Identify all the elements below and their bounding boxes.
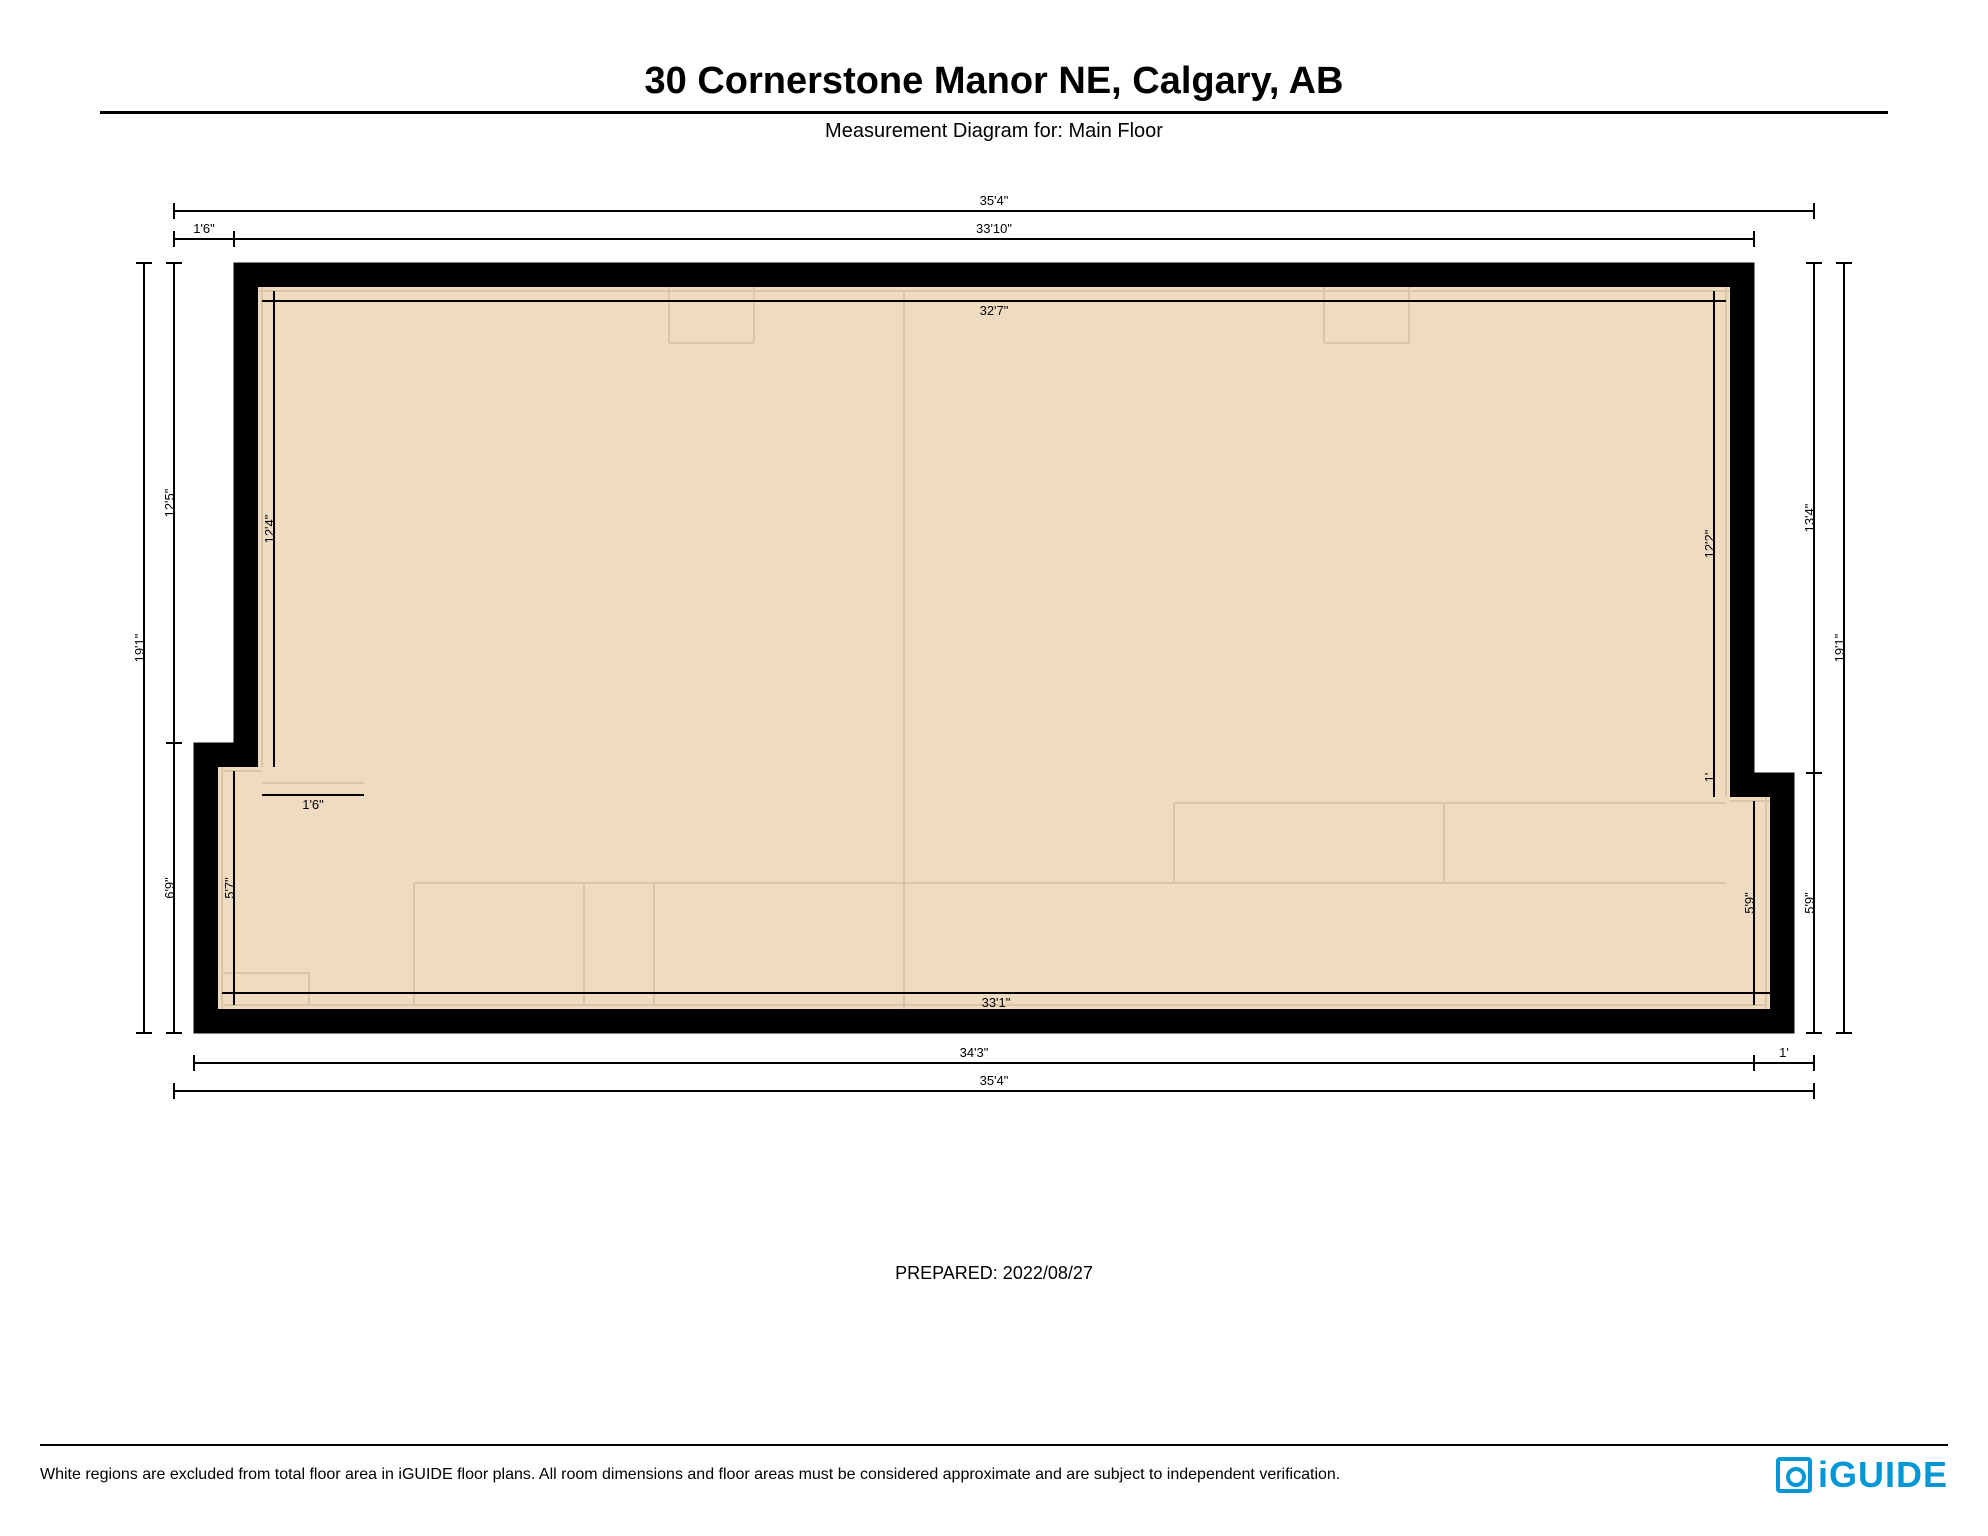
svg-text:1': 1' bbox=[1779, 1045, 1789, 1060]
svg-text:1'6": 1'6" bbox=[302, 797, 324, 812]
svg-text:34'3": 34'3" bbox=[960, 1045, 989, 1060]
svg-text:35'4": 35'4" bbox=[980, 193, 1009, 208]
svg-text:33'10": 33'10" bbox=[976, 221, 1012, 236]
svg-text:6'9": 6'9" bbox=[162, 877, 177, 899]
brand-logo: iGUIDE bbox=[1776, 1454, 1948, 1496]
svg-text:5'9": 5'9" bbox=[1802, 892, 1817, 914]
svg-text:12'4": 12'4" bbox=[262, 514, 277, 543]
title-rule bbox=[100, 111, 1888, 114]
floorplan-svg: 35'4" 1'6" 33'10" 32'7" 33'1" 34'3" 1' 35'4" 19'… bbox=[114, 183, 1874, 1143]
svg-text:5'7": 5'7" bbox=[222, 877, 237, 899]
footer: White regions are excluded from total fl… bbox=[0, 1444, 1988, 1496]
brand-icon bbox=[1776, 1457, 1812, 1493]
svg-text:33'1": 33'1" bbox=[982, 995, 1011, 1010]
svg-text:12'2": 12'2" bbox=[1702, 529, 1717, 558]
footer-rule bbox=[40, 1444, 1948, 1446]
page-subtitle: Measurement Diagram for: Main Floor bbox=[100, 120, 1888, 143]
disclaimer-text: White regions are excluded from total fl… bbox=[40, 1466, 1340, 1484]
svg-text:19'1": 19'1" bbox=[132, 633, 147, 662]
svg-text:13'4": 13'4" bbox=[1802, 503, 1817, 532]
brand-text: iGUIDE bbox=[1818, 1454, 1948, 1496]
svg-text:1': 1' bbox=[1702, 773, 1717, 783]
floorplan-container: 35'4" 1'6" 33'10" 32'7" 33'1" 34'3" 1' 35'4" 19'… bbox=[114, 183, 1874, 1143]
svg-text:12'5": 12'5" bbox=[162, 488, 177, 517]
svg-text:35'4": 35'4" bbox=[980, 1073, 1009, 1088]
svg-text:5'9": 5'9" bbox=[1742, 892, 1757, 914]
prepared-label: PREPARED: 2022/08/27 bbox=[100, 1263, 1888, 1284]
svg-text:32'7": 32'7" bbox=[980, 303, 1009, 318]
svg-text:1'6": 1'6" bbox=[193, 221, 215, 236]
svg-text:19'1": 19'1" bbox=[1832, 633, 1847, 662]
page-title: 30 Cornerstone Manor NE, Calgary, AB bbox=[100, 60, 1888, 103]
